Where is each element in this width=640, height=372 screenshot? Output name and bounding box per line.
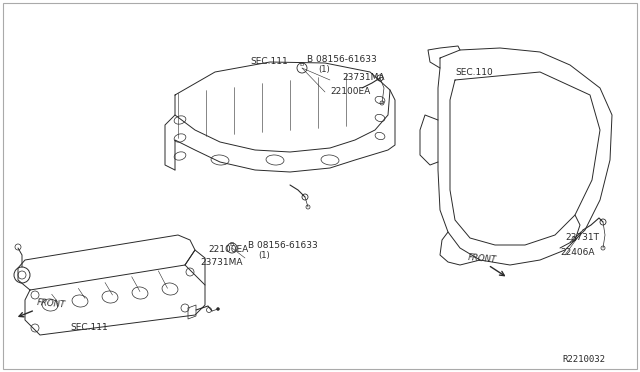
Text: R2210032: R2210032 bbox=[562, 355, 605, 364]
Text: FRONT: FRONT bbox=[468, 253, 497, 264]
Circle shape bbox=[216, 308, 220, 311]
Text: B 08156-61633: B 08156-61633 bbox=[307, 55, 377, 64]
Text: SEC.111: SEC.111 bbox=[70, 323, 108, 332]
Text: 23731T: 23731T bbox=[565, 233, 599, 242]
Text: FRONT: FRONT bbox=[37, 298, 67, 309]
Text: SEC.110: SEC.110 bbox=[455, 68, 493, 77]
Text: (1): (1) bbox=[318, 65, 330, 74]
Text: 22406A: 22406A bbox=[560, 248, 595, 257]
Text: 22100EA: 22100EA bbox=[208, 245, 248, 254]
Text: SEC.111: SEC.111 bbox=[250, 57, 288, 66]
Text: 23731MA: 23731MA bbox=[200, 258, 243, 267]
Text: (1): (1) bbox=[258, 251, 269, 260]
Text: B 08156-61633: B 08156-61633 bbox=[248, 241, 317, 250]
Text: 23731MA: 23731MA bbox=[342, 73, 385, 82]
Text: B: B bbox=[230, 242, 234, 247]
Text: 22100EA: 22100EA bbox=[330, 87, 371, 96]
Text: B: B bbox=[300, 62, 304, 67]
